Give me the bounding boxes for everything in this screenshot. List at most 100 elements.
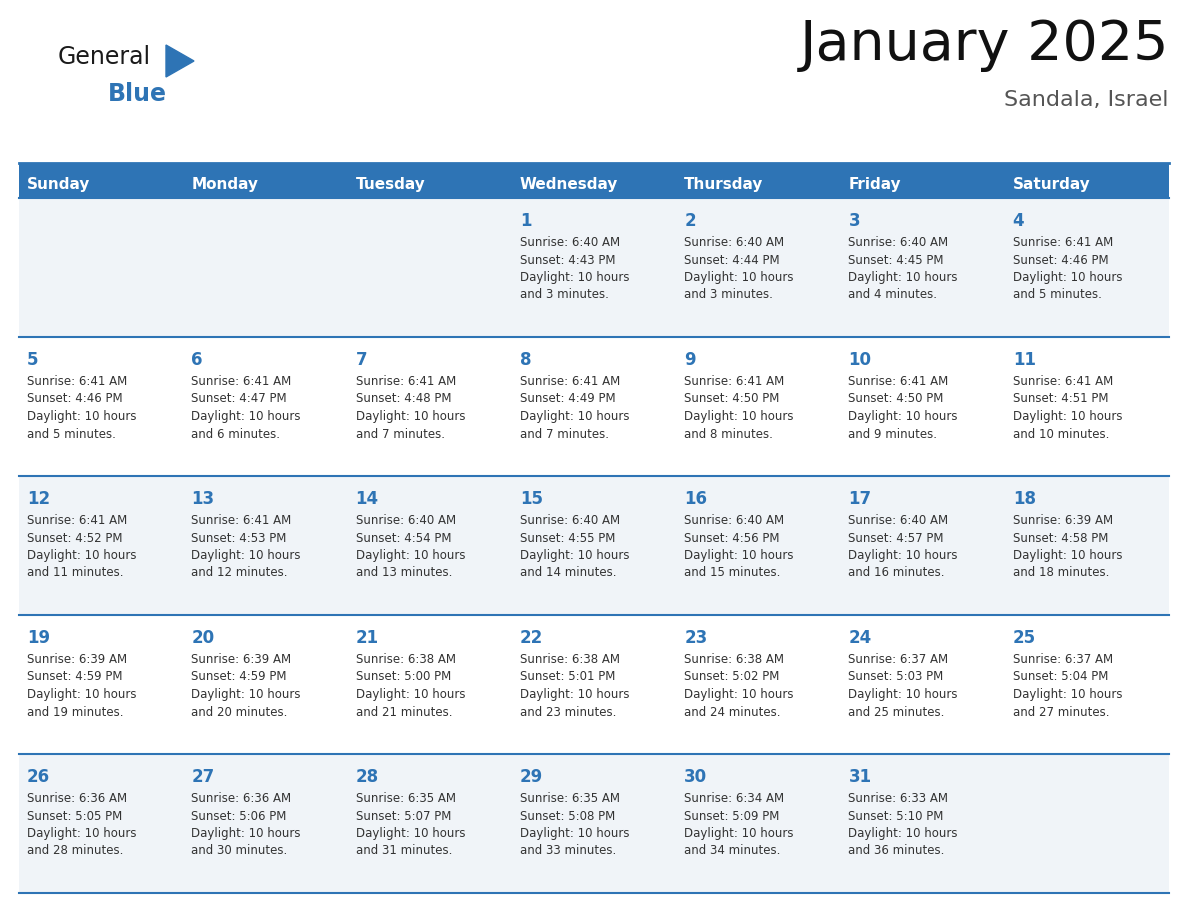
Text: and 27 minutes.: and 27 minutes.: [1012, 706, 1110, 719]
Text: Sunrise: 6:41 AM: Sunrise: 6:41 AM: [27, 514, 127, 527]
Text: 29: 29: [520, 768, 543, 786]
Text: Daylight: 10 hours: Daylight: 10 hours: [27, 549, 137, 562]
Text: and 9 minutes.: and 9 minutes.: [848, 428, 937, 441]
Text: 9: 9: [684, 351, 696, 369]
Text: 13: 13: [191, 490, 214, 508]
Text: and 6 minutes.: and 6 minutes.: [191, 428, 280, 441]
Text: Daylight: 10 hours: Daylight: 10 hours: [191, 549, 301, 562]
Text: 10: 10: [848, 351, 872, 369]
Text: 24: 24: [848, 629, 872, 647]
Bar: [19, 198, 1169, 337]
Text: 14: 14: [355, 490, 379, 508]
Text: Sunset: 4:51 PM: Sunset: 4:51 PM: [1012, 393, 1108, 406]
Text: and 34 minutes.: and 34 minutes.: [684, 845, 781, 857]
Text: Sunset: 4:46 PM: Sunset: 4:46 PM: [1012, 253, 1108, 266]
Text: Sunrise: 6:34 AM: Sunrise: 6:34 AM: [684, 792, 784, 805]
Text: Sunset: 4:55 PM: Sunset: 4:55 PM: [520, 532, 615, 544]
Text: 18: 18: [1012, 490, 1036, 508]
Text: 19: 19: [27, 629, 50, 647]
Text: Daylight: 10 hours: Daylight: 10 hours: [848, 410, 958, 423]
Text: Sunrise: 6:41 AM: Sunrise: 6:41 AM: [191, 514, 291, 527]
Text: and 28 minutes.: and 28 minutes.: [27, 845, 124, 857]
Text: Sunset: 4:44 PM: Sunset: 4:44 PM: [684, 253, 779, 266]
Text: Sunrise: 6:40 AM: Sunrise: 6:40 AM: [684, 514, 784, 527]
Text: Sunset: 5:02 PM: Sunset: 5:02 PM: [684, 670, 779, 684]
Text: and 19 minutes.: and 19 minutes.: [27, 706, 124, 719]
Text: Sunrise: 6:41 AM: Sunrise: 6:41 AM: [520, 375, 620, 388]
Text: and 11 minutes.: and 11 minutes.: [27, 566, 124, 579]
Text: 21: 21: [355, 629, 379, 647]
Text: Sunset: 5:08 PM: Sunset: 5:08 PM: [520, 810, 615, 823]
Text: and 16 minutes.: and 16 minutes.: [848, 566, 944, 579]
Text: Sunset: 4:57 PM: Sunset: 4:57 PM: [848, 532, 944, 544]
Text: Sunrise: 6:38 AM: Sunrise: 6:38 AM: [684, 653, 784, 666]
Text: Sunrise: 6:40 AM: Sunrise: 6:40 AM: [684, 236, 784, 249]
Text: Sunrise: 6:40 AM: Sunrise: 6:40 AM: [520, 514, 620, 527]
Text: and 33 minutes.: and 33 minutes.: [520, 845, 617, 857]
Text: Daylight: 10 hours: Daylight: 10 hours: [684, 549, 794, 562]
Text: and 20 minutes.: and 20 minutes.: [191, 706, 287, 719]
Text: 6: 6: [191, 351, 203, 369]
Text: Daylight: 10 hours: Daylight: 10 hours: [191, 827, 301, 840]
Text: Daylight: 10 hours: Daylight: 10 hours: [684, 688, 794, 701]
Text: Thursday: Thursday: [684, 177, 764, 192]
Text: Daylight: 10 hours: Daylight: 10 hours: [355, 549, 465, 562]
Text: Daylight: 10 hours: Daylight: 10 hours: [848, 827, 958, 840]
Text: General: General: [58, 45, 151, 69]
Text: 20: 20: [191, 629, 214, 647]
Text: and 5 minutes.: and 5 minutes.: [1012, 288, 1101, 301]
Text: Sunset: 4:52 PM: Sunset: 4:52 PM: [27, 532, 122, 544]
Text: Sunset: 4:54 PM: Sunset: 4:54 PM: [355, 532, 451, 544]
Text: Sunrise: 6:40 AM: Sunrise: 6:40 AM: [355, 514, 456, 527]
Bar: [19, 615, 1169, 754]
Text: and 3 minutes.: and 3 minutes.: [684, 288, 773, 301]
Text: and 31 minutes.: and 31 minutes.: [355, 845, 451, 857]
Text: Sunset: 4:59 PM: Sunset: 4:59 PM: [27, 670, 122, 684]
Text: Daylight: 10 hours: Daylight: 10 hours: [1012, 410, 1123, 423]
Text: 2: 2: [684, 212, 696, 230]
Text: Sunrise: 6:35 AM: Sunrise: 6:35 AM: [520, 792, 620, 805]
Text: and 8 minutes.: and 8 minutes.: [684, 428, 773, 441]
Text: Sunrise: 6:37 AM: Sunrise: 6:37 AM: [848, 653, 948, 666]
Text: Daylight: 10 hours: Daylight: 10 hours: [520, 688, 630, 701]
Text: 17: 17: [848, 490, 872, 508]
Text: Sunrise: 6:41 AM: Sunrise: 6:41 AM: [27, 375, 127, 388]
Text: Sunday: Sunday: [27, 177, 90, 192]
Text: and 10 minutes.: and 10 minutes.: [1012, 428, 1110, 441]
Text: Sunset: 5:10 PM: Sunset: 5:10 PM: [848, 810, 943, 823]
Text: 25: 25: [1012, 629, 1036, 647]
Text: and 25 minutes.: and 25 minutes.: [848, 706, 944, 719]
Text: Daylight: 10 hours: Daylight: 10 hours: [1012, 688, 1123, 701]
Text: and 12 minutes.: and 12 minutes.: [191, 566, 287, 579]
Text: Sunrise: 6:38 AM: Sunrise: 6:38 AM: [520, 653, 620, 666]
Text: 4: 4: [1012, 212, 1024, 230]
Text: Sunrise: 6:41 AM: Sunrise: 6:41 AM: [1012, 236, 1113, 249]
Bar: [19, 476, 1169, 615]
Text: 8: 8: [520, 351, 531, 369]
Text: 1: 1: [520, 212, 531, 230]
Text: Sunrise: 6:41 AM: Sunrise: 6:41 AM: [684, 375, 784, 388]
Text: Sunset: 4:46 PM: Sunset: 4:46 PM: [27, 393, 122, 406]
Text: Sunset: 4:58 PM: Sunset: 4:58 PM: [1012, 532, 1108, 544]
Text: Monday: Monday: [191, 177, 258, 192]
Bar: [19, 337, 1169, 476]
Text: 5: 5: [27, 351, 38, 369]
Text: Sunrise: 6:40 AM: Sunrise: 6:40 AM: [848, 236, 948, 249]
Text: Daylight: 10 hours: Daylight: 10 hours: [27, 688, 137, 701]
Text: Daylight: 10 hours: Daylight: 10 hours: [1012, 549, 1123, 562]
Text: Tuesday: Tuesday: [355, 177, 425, 192]
Text: and 7 minutes.: and 7 minutes.: [355, 428, 444, 441]
Text: and 13 minutes.: and 13 minutes.: [355, 566, 451, 579]
Text: Sunset: 5:01 PM: Sunset: 5:01 PM: [520, 670, 615, 684]
Text: Sunset: 4:43 PM: Sunset: 4:43 PM: [520, 253, 615, 266]
Text: Sunrise: 6:36 AM: Sunrise: 6:36 AM: [191, 792, 291, 805]
Text: Blue: Blue: [108, 82, 168, 106]
Text: and 15 minutes.: and 15 minutes.: [684, 566, 781, 579]
Text: Sunrise: 6:39 AM: Sunrise: 6:39 AM: [1012, 514, 1113, 527]
Text: Sunset: 4:49 PM: Sunset: 4:49 PM: [520, 393, 615, 406]
Text: 11: 11: [1012, 351, 1036, 369]
Text: Sunset: 5:07 PM: Sunset: 5:07 PM: [355, 810, 451, 823]
Text: 7: 7: [355, 351, 367, 369]
Text: Daylight: 10 hours: Daylight: 10 hours: [191, 410, 301, 423]
Text: Sunset: 4:45 PM: Sunset: 4:45 PM: [848, 253, 944, 266]
